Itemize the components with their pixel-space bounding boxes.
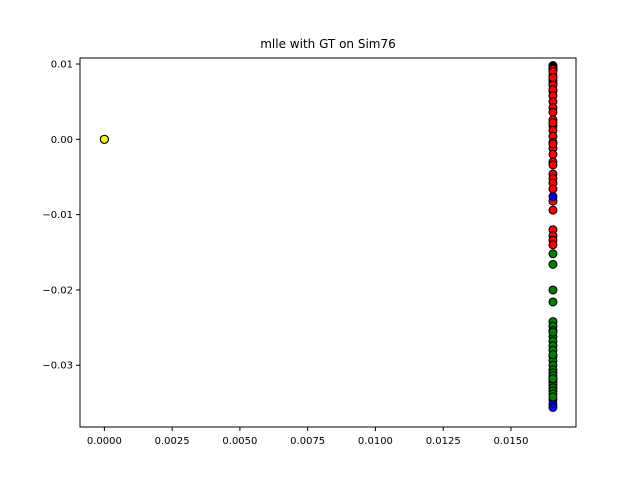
data-point <box>548 139 558 149</box>
x-tick-label: 0.0050 <box>222 436 257 447</box>
data-point <box>548 149 558 159</box>
data-point <box>548 184 558 194</box>
data-point <box>548 350 558 360</box>
x-tick-label: 0.0075 <box>290 436 325 447</box>
y-tick-label: 0.01 <box>51 60 73 71</box>
data-point <box>99 134 109 144</box>
y-tick-label: −0.01 <box>42 210 73 221</box>
data-point <box>548 327 558 337</box>
data-points <box>99 61 558 412</box>
data-point <box>548 374 558 384</box>
data-point <box>548 249 558 259</box>
y-axis: 0.01 0.00 −0.01 −0.02 −0.03 <box>42 60 80 372</box>
data-point <box>548 285 558 295</box>
data-point <box>548 118 558 128</box>
x-tick-label: 0.0150 <box>493 436 528 447</box>
y-tick-label: −0.02 <box>42 285 73 296</box>
data-point <box>548 192 558 202</box>
plot-area <box>79 57 577 428</box>
x-tick-label: 0.0125 <box>426 436 461 447</box>
plot-frame <box>79 57 577 428</box>
data-point <box>548 107 558 117</box>
data-point <box>548 297 558 307</box>
y-tick-label: −0.03 <box>42 361 73 372</box>
data-point <box>548 73 558 83</box>
x-axis: 0.0000 0.0025 0.0050 0.0075 0.0100 0.0125 0.01… <box>87 427 528 447</box>
data-point <box>548 240 558 250</box>
data-point <box>548 160 558 170</box>
data-point <box>548 402 558 412</box>
y-tick-label: 0.00 <box>51 135 73 146</box>
x-tick-label: 0.0025 <box>155 436 190 447</box>
data-point <box>548 392 558 402</box>
data-point <box>548 259 558 269</box>
chart-title: mlle with GT on Sim76 <box>260 37 396 51</box>
x-tick-label: 0.0000 <box>87 436 122 447</box>
data-point <box>548 205 558 215</box>
x-tick-label: 0.0100 <box>358 436 393 447</box>
